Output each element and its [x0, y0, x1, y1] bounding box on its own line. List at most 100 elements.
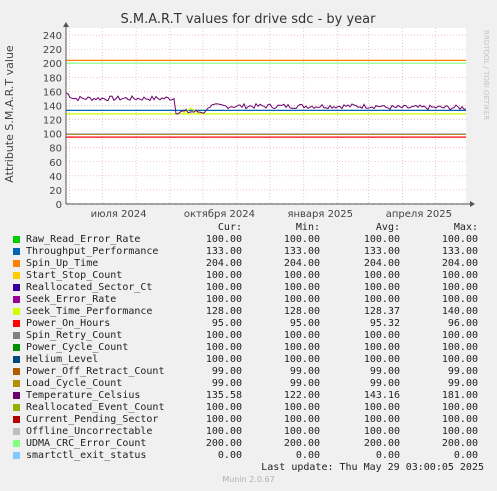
legend-row: Raw_Read_Error_Rate 100.00 100.00 100.00 100…: [12, 234, 490, 246]
series-line-variation: [181, 107, 201, 115]
col-min-header: Min:: [295, 222, 320, 233]
legend-swatch: [13, 440, 20, 447]
legend-avg: 100.00: [363, 294, 400, 305]
legend-cur: 135.58: [205, 390, 242, 401]
legend-swatch: [13, 452, 20, 459]
legend-min: 100.00: [283, 426, 320, 437]
y-tick-label: 200: [43, 59, 62, 70]
col-max-header: Max:: [453, 222, 478, 233]
x-tick-label: июля 2024: [91, 209, 147, 220]
legend-swatch: [13, 404, 20, 411]
legend-avg: 100.00: [363, 330, 400, 341]
legend-cur: 0.00: [217, 450, 242, 461]
legend-row: Current_Pending_Sector 100.00 100.00 100.00…: [12, 414, 490, 426]
legend-max: 96.00: [447, 318, 478, 329]
legend-label: Spin_Retry_Count: [26, 330, 123, 341]
legend-cur: 100.00: [205, 354, 242, 365]
legend-avg: 100.00: [363, 282, 400, 293]
legend-row: Throughput_Performance 133.00 133.00 133.00…: [12, 246, 490, 258]
legend-min: 100.00: [283, 234, 320, 245]
legend-cur: 200.00: [205, 438, 242, 449]
legend-label: Reallocated_Event_Count: [26, 402, 165, 413]
chart-title: S.M.A.R.T values for drive sdc - by year: [121, 12, 377, 27]
legend-row: Seek_Error_Rate 100.00 100.00 100.00 100.00: [12, 294, 490, 306]
legend-cur: 95.00: [211, 318, 242, 329]
legend-avg: 99.00: [369, 378, 400, 389]
legend-row: Offline_Uncorrectable 100.00 100.00 100.00 1…: [12, 426, 490, 438]
legend-avg: 100.00: [363, 270, 400, 281]
legend-avg: 100.00: [363, 234, 400, 245]
legend-label: smartctl_exit_status: [26, 450, 147, 461]
y-axis-arrow: [63, 22, 69, 27]
munin-version: Munin 2.0.67: [222, 475, 275, 484]
plot-background: [66, 28, 466, 204]
legend-swatch: [13, 236, 20, 243]
legend-avg: 204.00: [363, 258, 400, 269]
y-tick-label: 0: [56, 200, 62, 211]
legend-row: Temperature_Celsius 135.58 122.00 143.16 181…: [12, 390, 490, 402]
x-tick-label: апреля 2025: [386, 209, 452, 220]
legend-min: 100.00: [283, 342, 320, 353]
legend-row: Seek_Time_Performance 128.00 128.00 128.37 1…: [12, 306, 490, 318]
legend-cur: 128.00: [205, 306, 242, 317]
y-tick-label: 160: [43, 87, 62, 98]
y-tick-label: 80: [49, 144, 62, 155]
legend-avg: 100.00: [363, 354, 400, 365]
legend-swatch: [13, 356, 20, 363]
legend-row: Reallocated_Event_Count 100.00 100.00 100.0…: [12, 402, 490, 414]
y-tick-label: 100: [43, 130, 62, 141]
legend-swatch: [13, 368, 20, 375]
legend-max: 204.00: [441, 258, 478, 269]
legend-swatch: [13, 416, 20, 423]
rrdtool-watermark: RRDTOOL / TOBI OETIKER: [482, 30, 490, 120]
legend-max: 100.00: [441, 330, 478, 341]
legend-cur: 100.00: [205, 342, 242, 353]
legend-cur: 100.00: [205, 282, 242, 293]
y-tick-label: 240: [43, 31, 62, 42]
legend-label: Start_Stop_Count: [26, 270, 123, 281]
legend-min: 128.00: [283, 306, 320, 317]
legend-label: Power_Cycle_Count: [26, 342, 129, 353]
legend-cur: 133.00: [205, 246, 242, 257]
legend-max: 100.00: [441, 426, 478, 437]
legend-cur: 100.00: [205, 414, 242, 425]
legend-min: 200.00: [283, 438, 320, 449]
legend-label: Power_Off_Retract_Count: [26, 366, 165, 377]
legend-label: Offline_Uncorrectable: [26, 426, 153, 437]
last-update: Last update: Thu May 29 03:00:05 2025: [261, 462, 484, 473]
legend-avg: 0.00: [375, 450, 400, 461]
legend-max: 100.00: [441, 270, 478, 281]
legend-max: 0.00: [453, 450, 478, 461]
legend-label: Seek_Time_Performance: [26, 306, 153, 317]
legend-row: Power_Off_Retract_Count 99.00 99.00 99.00 99…: [12, 366, 490, 378]
y-tick-label: 120: [43, 116, 62, 127]
legend-avg: 128.37: [363, 306, 400, 317]
legend-max: 100.00: [441, 234, 478, 245]
legend-row: Power_On_Hours 95.00 95.00 95.32 96.00: [12, 318, 490, 330]
legend-row: Power_Cycle_Count 100.00 100.00 100.00 100.0…: [12, 342, 490, 354]
legend-swatch: [13, 380, 20, 387]
legend-max: 200.00: [441, 438, 478, 449]
legend-cur: 99.00: [211, 378, 242, 389]
legend-row: Load_Cycle_Count 99.00 99.00 99.00 99.00: [12, 378, 490, 390]
legend-label: Reallocated_Sector_Ct: [26, 282, 153, 293]
legend-min: 95.00: [289, 318, 320, 329]
legend-swatch: [13, 272, 20, 279]
legend-cur: 100.00: [205, 402, 242, 413]
legend-cur: 99.00: [211, 366, 242, 377]
legend-max: 100.00: [441, 282, 478, 293]
legend-label: UDMA_CRC_Error_Count: [26, 438, 147, 449]
legend-cur: 100.00: [205, 330, 242, 341]
legend-cur: 100.00: [205, 294, 242, 305]
x-axis-arrow: [470, 201, 475, 207]
legend-avg: 143.16: [363, 390, 400, 401]
legend-row: Spin_Retry_Count 100.00 100.00 100.00 100.00: [12, 330, 490, 342]
legend-avg: 99.00: [369, 366, 400, 377]
y-tick-label: 60: [49, 158, 62, 169]
chart-area: S.M.A.R.T values for drive sdc - by year…: [3, 12, 490, 220]
legend-label: Spin_Up_Time: [26, 258, 99, 269]
legend-cur: 100.00: [205, 234, 242, 245]
legend-label: Power_On_Hours: [26, 318, 111, 329]
legend-max: 100.00: [441, 354, 478, 365]
y-tick-label: 40: [49, 172, 62, 183]
